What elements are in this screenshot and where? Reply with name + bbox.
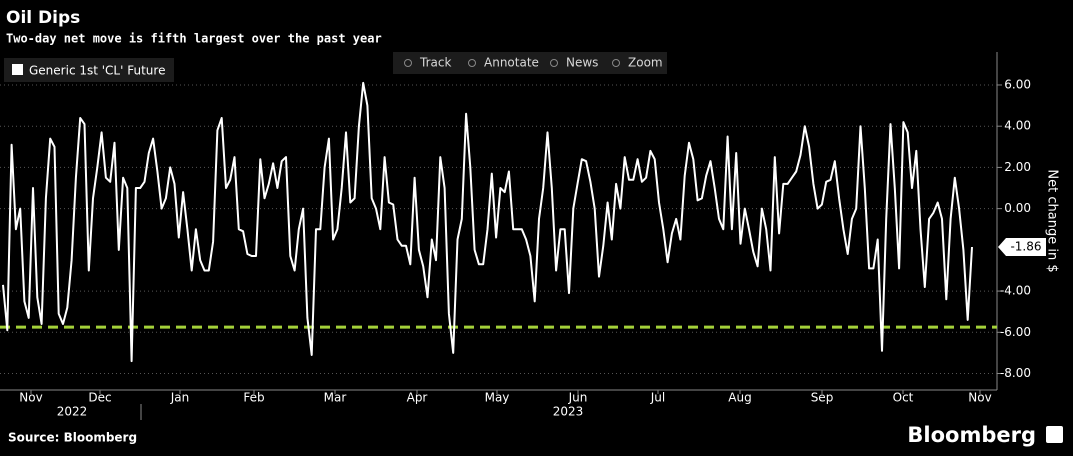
year-label: 2023 [553, 405, 584, 419]
y-tick-label: 4.00 [1004, 119, 1031, 133]
toolbar-button[interactable]: Track [419, 56, 451, 70]
last-value-label: -1.86 [1010, 239, 1041, 253]
y-tick-label: -6.00 [1000, 325, 1031, 339]
toolbar-button[interactable]: Annotate [484, 56, 539, 70]
year-label: 2022 [57, 405, 88, 419]
x-tick-label: Feb [243, 391, 264, 405]
brand-icon [1046, 426, 1063, 443]
toolbar-icon [550, 59, 558, 67]
y-axis-label: Net change in $ [1045, 169, 1060, 272]
toolbar-button[interactable]: Zoom [628, 56, 663, 70]
y-tick-label: -8.00 [1000, 366, 1031, 380]
y-tick-label: 6.00 [1004, 77, 1031, 91]
toolbar: Track Annotate News Zoom [393, 52, 667, 74]
chart-title: Oil Dips [6, 8, 80, 28]
y-tick-label: -4.00 [1000, 284, 1031, 298]
toolbar-bg [393, 52, 667, 74]
x-tick-label: Sep [811, 391, 834, 405]
data-line [2, 81, 973, 363]
legend [4, 58, 174, 82]
x-tick-label: Jun [568, 391, 588, 405]
brand: Bloomberg [907, 423, 1036, 447]
last-value-tag [998, 237, 1046, 256]
x-tick-label: Aug [728, 391, 751, 405]
x-tick-label: Jan [170, 391, 190, 405]
x-tick-label: Oct [893, 391, 914, 405]
toolbar-icon [404, 59, 412, 67]
source: Source: Bloomberg [8, 431, 137, 445]
y-tick-label: 0.00 [1004, 201, 1031, 215]
x-tick-label: Apr [407, 391, 428, 405]
x-tick-label: May [485, 391, 510, 405]
y-tick-label: 2.00 [1004, 160, 1031, 174]
toolbar-icon [612, 59, 620, 67]
legend-label: Generic 1st 'CL' Future [29, 64, 165, 78]
x-tick-label: Nov [968, 391, 991, 405]
toolbar-button[interactable]: News [566, 56, 598, 70]
x-tick-label: Mar [324, 391, 347, 405]
x-tick-label: Nov [19, 391, 42, 405]
x-tick-label: Dec [88, 391, 111, 405]
legend-swatch [12, 64, 23, 75]
x-tick-label: Jul [650, 391, 665, 405]
chart-subtitle: Two-day net move is fifth largest over t… [6, 32, 382, 46]
toolbar-icon [468, 59, 476, 67]
